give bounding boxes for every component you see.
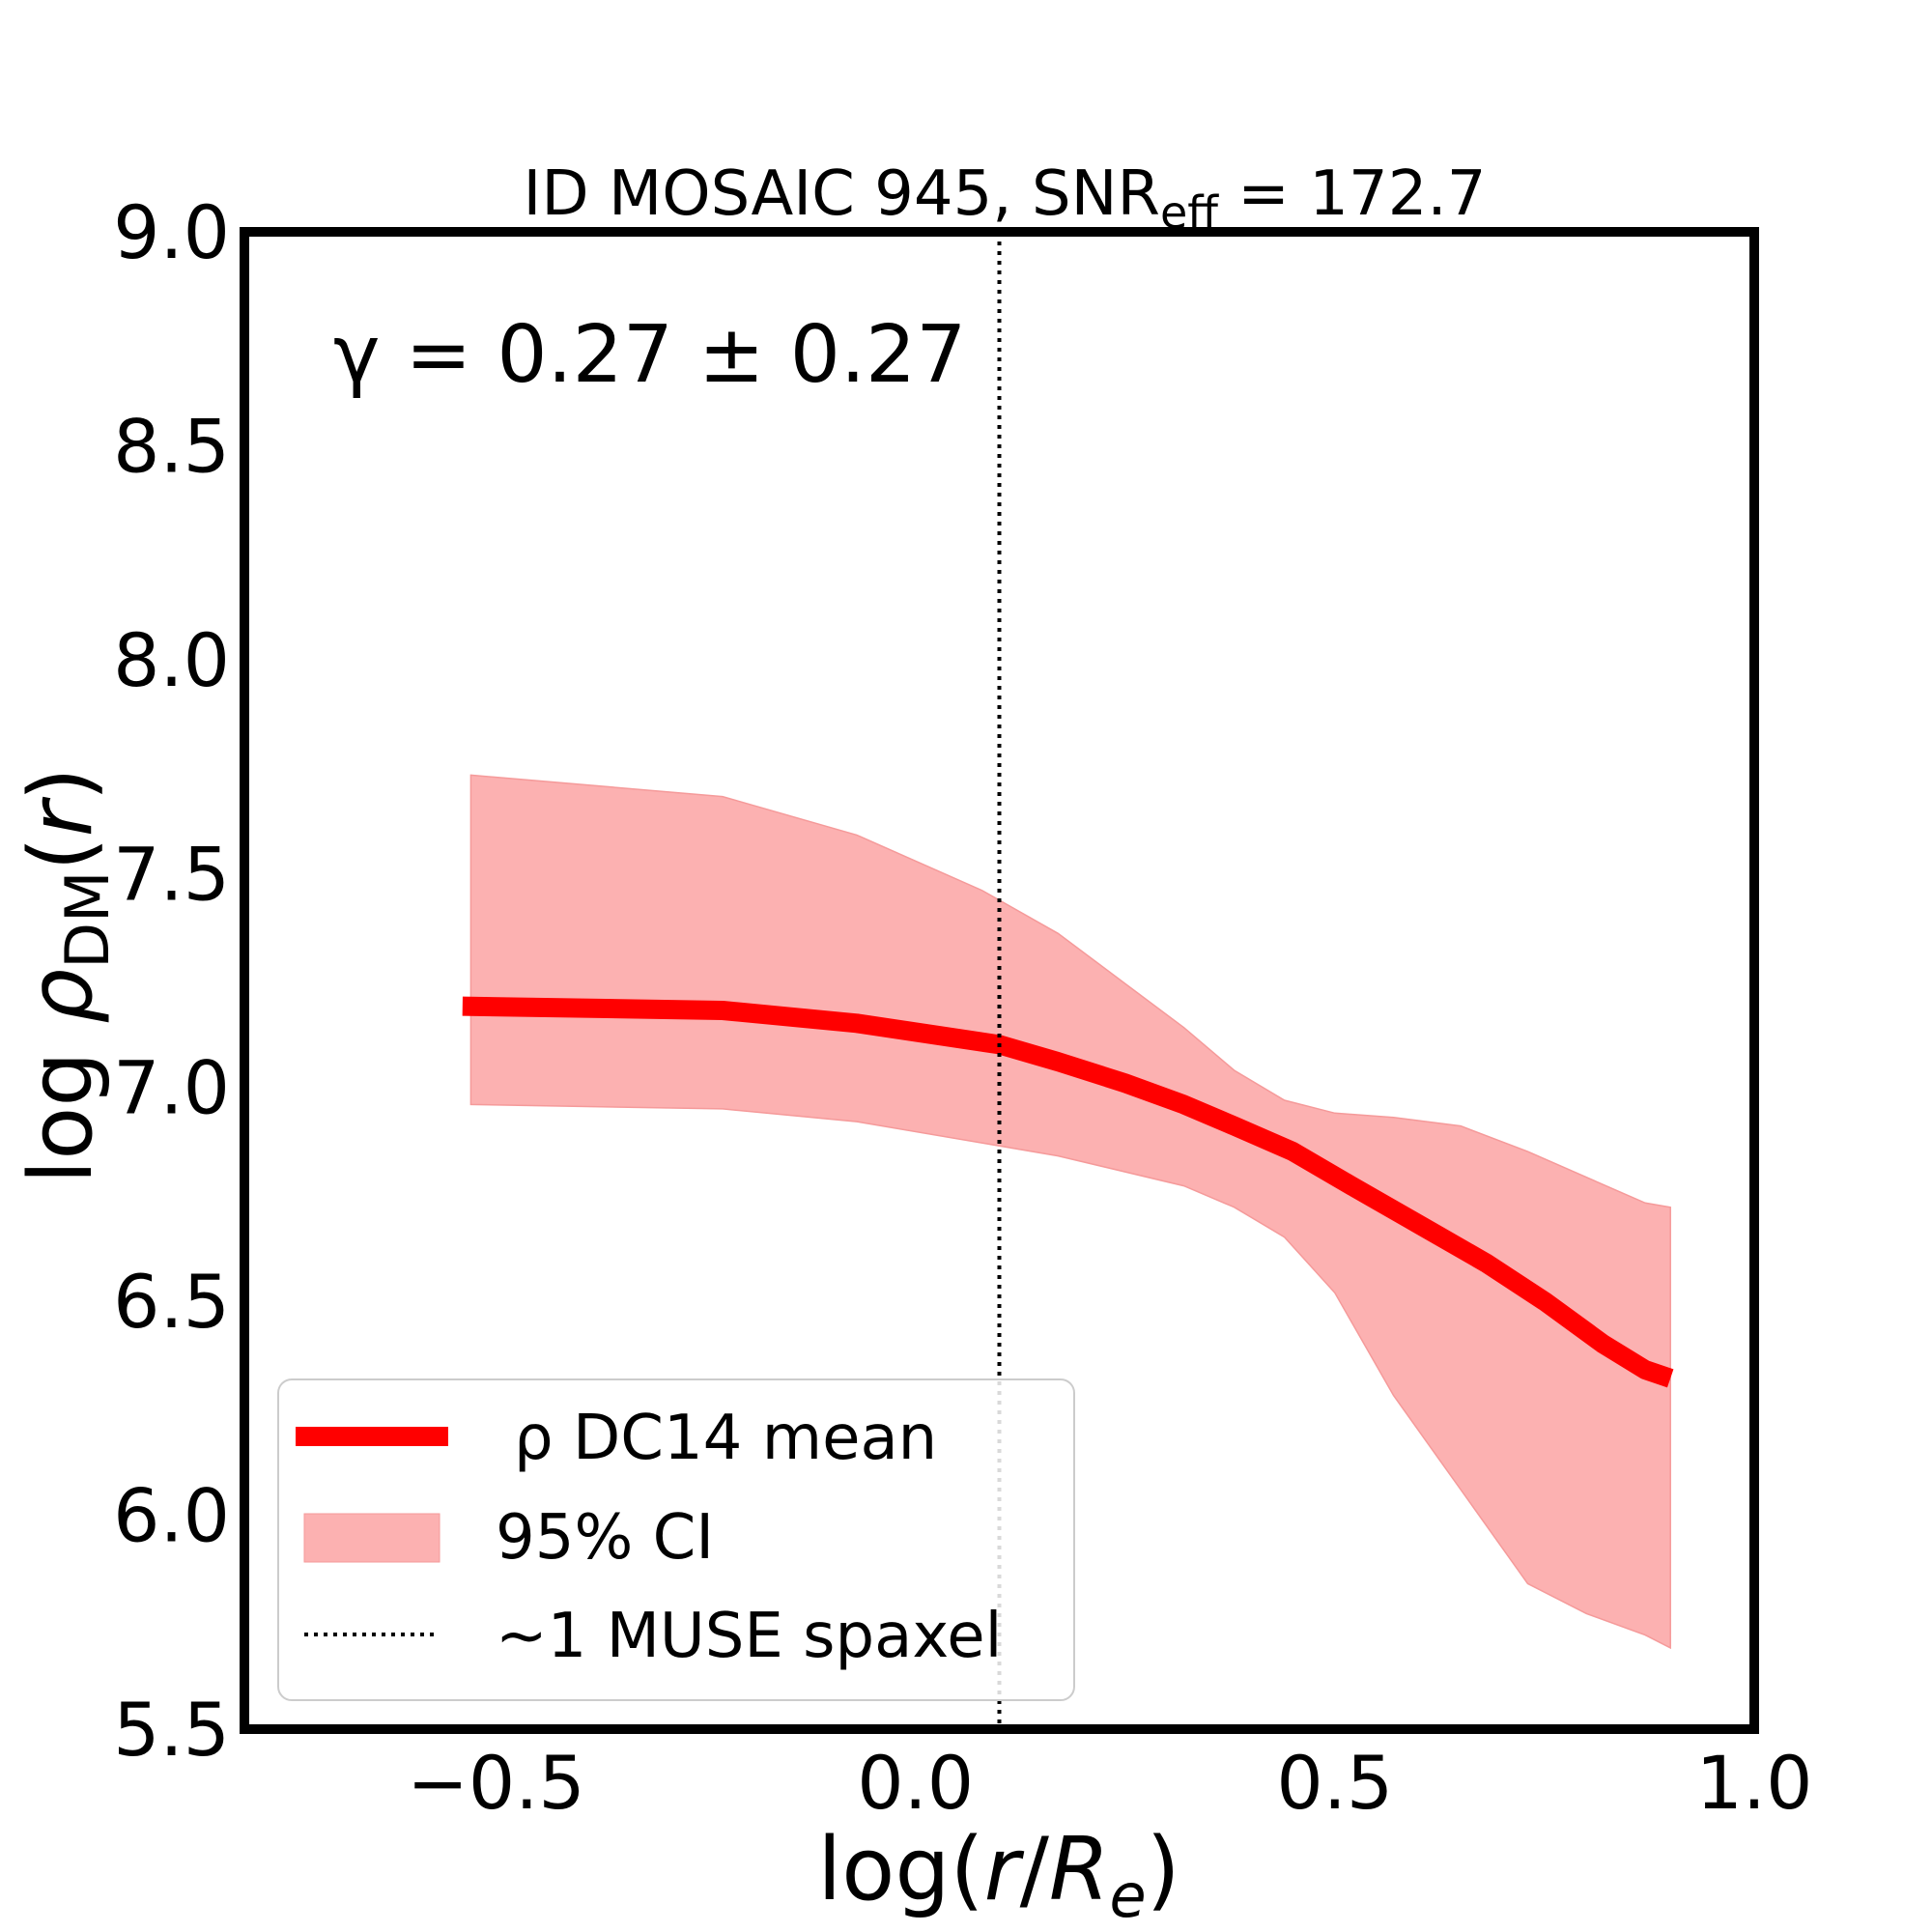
y-tick-label: 8.5 [113, 403, 230, 489]
y-tick-label: 9.0 [113, 189, 230, 275]
y-tick-label: 6.5 [113, 1259, 230, 1345]
y-tick-label: 8.0 [113, 617, 230, 703]
y-tick-label: 5.5 [113, 1687, 230, 1773]
mean-line-layer [462, 996, 1674, 1388]
y-tick-label: 7.0 [113, 1045, 230, 1131]
x-tick-label: −0.5 [407, 1740, 585, 1826]
legend-ci-swatch [303, 1513, 440, 1563]
y-axis-label: log ρDM(r) [11, 767, 123, 1183]
x-axis-label: log(r/Re) [817, 1819, 1179, 1931]
y-tick-label: 6.0 [113, 1473, 230, 1559]
x-tick-labels: −0.5 0.0 0.5 1.0 [407, 1740, 1812, 1826]
ci-band [469, 774, 1671, 1650]
legend-spaxel-label: ~1 MUSE spaxel [496, 1601, 1002, 1672]
y-tick-labels: 5.5 6.0 6.5 7.0 7.5 8.0 8.5 9.0 [113, 189, 230, 1773]
y-tick-label: 7.5 [113, 831, 230, 917]
legend: ρ DC14 mean 95% CI ~1 MUSE spaxel [277, 1378, 1075, 1701]
ci-band-layer [469, 774, 1671, 1650]
mean-line-series-0 [462, 996, 1674, 1388]
legend-ci-label: 95% CI [496, 1502, 714, 1574]
legend-box [277, 1378, 1075, 1701]
chart-title: ID MOSAIC 945, SNReff = 172.7 [524, 158, 1487, 239]
x-tick-label: 0.0 [857, 1740, 974, 1826]
plot-frame [240, 227, 1759, 1734]
x-tick-label: 0.5 [1276, 1740, 1393, 1826]
legend-mean-label: ρ DC14 mean [514, 1403, 937, 1474]
x-tick-label: 1.0 [1696, 1740, 1813, 1826]
gamma-annotation: γ = 0.27 ± 0.27 [333, 309, 966, 401]
